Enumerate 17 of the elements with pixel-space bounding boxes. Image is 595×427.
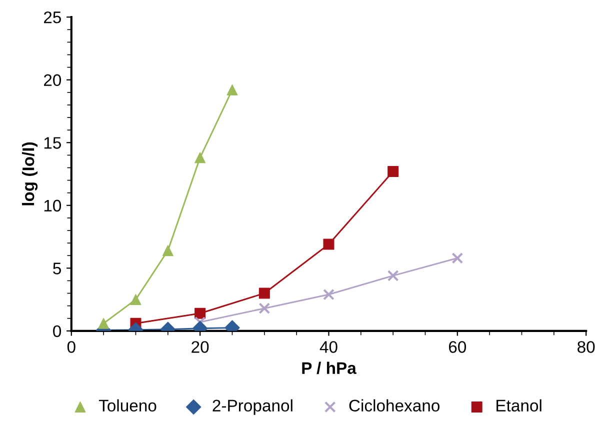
x-tick-label: 80 (578, 341, 595, 353)
y-tick-label: 10 (44, 200, 62, 212)
legend-label: Etanol (496, 399, 542, 412)
legend-label: Ciclohexano (349, 399, 440, 412)
y-axis-title: log (Io/I) (22, 142, 38, 206)
x-tick-label: 0 (67, 341, 76, 353)
x-tick-label: 40 (320, 341, 338, 353)
x-tick-label: 60 (448, 341, 466, 353)
y-tick-label: 25 (44, 11, 61, 24)
y-tick-label: 5 (53, 262, 61, 274)
y-tick-label: 0 (53, 325, 62, 338)
y-tick-label: 15 (44, 137, 61, 149)
x-axis-title: P / hPa (302, 362, 356, 374)
y-tick-label: 20 (44, 74, 62, 86)
legend-label: Tolueno (98, 399, 156, 412)
legend-label: 2-Propanol (212, 399, 292, 415)
x-tick-label: 20 (192, 341, 209, 353)
